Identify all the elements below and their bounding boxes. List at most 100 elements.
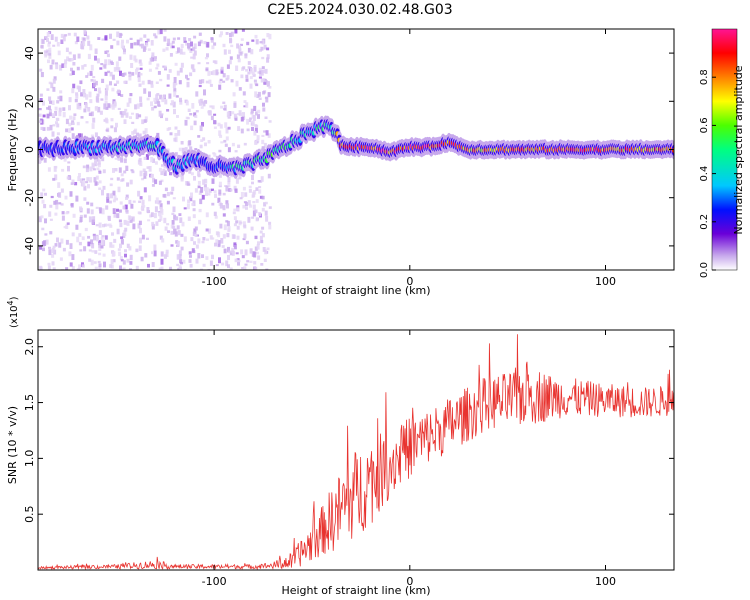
noise-cell (218, 80, 222, 84)
noise-cell (219, 134, 223, 138)
noise-cell (189, 72, 193, 77)
noise-cell (246, 260, 250, 263)
noise-cell (123, 48, 126, 53)
noise-cell (71, 254, 75, 260)
noise-cell (209, 105, 213, 108)
noise-cell (227, 147, 231, 153)
noise-cell (94, 158, 97, 164)
noise-cell (109, 224, 113, 228)
noise-cell (85, 75, 89, 78)
noise-cell (77, 53, 81, 59)
noise-cell (201, 122, 204, 127)
y-tick-label: 0 (23, 146, 36, 153)
noise-cell (100, 98, 104, 101)
noise-cell (52, 78, 56, 84)
noise-cell (155, 67, 159, 70)
noise-cell (252, 201, 256, 204)
noise-cell (140, 256, 144, 262)
noise-cell (150, 40, 154, 46)
noise-cell (210, 37, 214, 41)
noise-cell (194, 226, 198, 231)
noise-cell (123, 72, 127, 76)
x-tick-label: -100 (202, 275, 227, 288)
noise-cell (92, 216, 96, 222)
noise-cell (257, 109, 261, 114)
noise-cell (191, 103, 195, 109)
noise-cell (266, 47, 270, 51)
noise-cell (93, 235, 96, 241)
noise-cell (114, 168, 118, 172)
noise-cell (157, 71, 161, 75)
noise-cell (79, 216, 83, 222)
noise-cell (234, 188, 238, 193)
noise-cell (161, 97, 165, 103)
noise-cell (120, 42, 124, 49)
y-tick-label: 20 (23, 94, 36, 108)
noise-cell (157, 219, 161, 222)
noise-cell (154, 206, 158, 213)
noise-cell (254, 127, 258, 133)
noise-cell (135, 67, 139, 71)
noise-cell (187, 108, 191, 112)
noise-cell (180, 141, 184, 145)
noise-cell (118, 167, 122, 173)
noise-cell (201, 194, 205, 200)
noise-cell (191, 203, 195, 206)
noise-cell (263, 44, 267, 50)
noise-cell (39, 68, 43, 72)
noise-cell (138, 157, 142, 162)
noise-cell (253, 251, 257, 258)
noise-cell (225, 136, 229, 141)
noise-cell (258, 67, 262, 71)
noise-cell (56, 100, 60, 104)
noise-cell (46, 126, 50, 131)
noise-cell (118, 251, 122, 257)
noise-cell (226, 111, 230, 118)
noise-cell (98, 266, 102, 270)
noise-cell (57, 96, 61, 100)
noise-cell (174, 231, 178, 237)
noise-cell (129, 37, 133, 40)
noise-cell (66, 176, 70, 180)
noise-cell (40, 126, 44, 130)
noise-cell (114, 157, 118, 160)
noise-cell (134, 104, 138, 110)
noise-cell (105, 106, 109, 110)
noise-cell (61, 215, 65, 221)
noise-cell (75, 224, 79, 230)
noise-cell (266, 33, 270, 38)
noise-cell (80, 116, 84, 119)
noise-cell (120, 173, 124, 177)
noise-cell (155, 221, 159, 226)
snr-x-ticks: -100 0 100 (202, 330, 616, 588)
noise-cell (153, 97, 157, 102)
noise-cell (177, 175, 181, 178)
noise-cell (98, 247, 102, 251)
noise-cell (130, 203, 134, 209)
noise-cell (247, 47, 251, 53)
noise-cell (219, 78, 223, 81)
noise-cell (124, 253, 127, 258)
noise-cell (178, 80, 182, 85)
noise-cell (223, 139, 227, 143)
noise-cell (205, 256, 209, 260)
noise-cell (249, 260, 253, 263)
noise-cell (190, 64, 194, 69)
noise-cell (153, 33, 157, 37)
noise-cell (232, 211, 236, 215)
noise-cell (90, 239, 94, 245)
x-tick-label: 0 (406, 275, 413, 288)
noise-cell (244, 263, 248, 266)
noise-cell (192, 208, 196, 212)
noise-cell (230, 79, 234, 83)
noise-cell (72, 213, 76, 218)
noise-cell (158, 110, 162, 117)
noise-cell (135, 265, 139, 270)
noise-cell (245, 201, 248, 207)
noise-cell (56, 123, 60, 128)
noise-cell (265, 268, 269, 270)
noise-cell (128, 75, 132, 81)
noise-cell (85, 94, 89, 100)
noise-cell (86, 35, 90, 40)
